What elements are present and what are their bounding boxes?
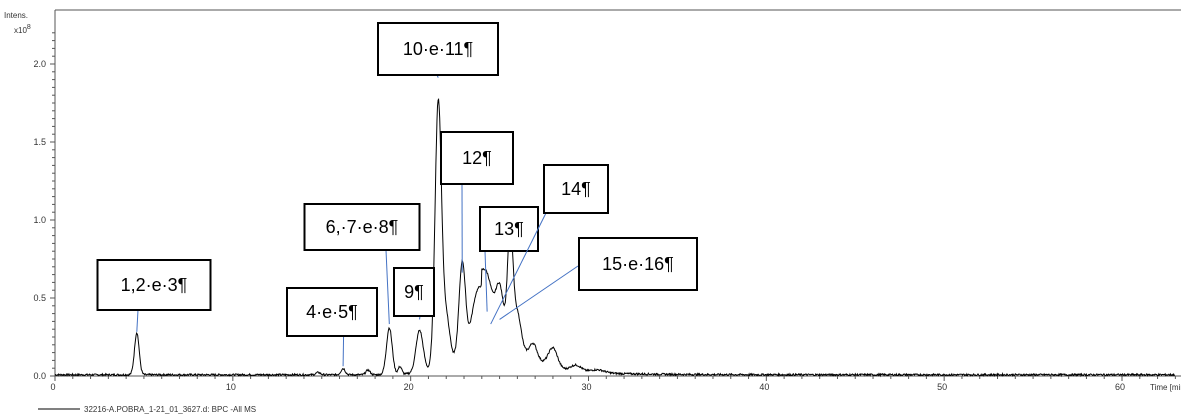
callout-box <box>578 237 698 291</box>
peak-label: 1,2·e·3¶ <box>121 275 188 295</box>
callout-box <box>303 203 421 251</box>
callout-line <box>484 250 488 312</box>
peak-callouts: 1,2·e·3¶ 4·e·5¶ 6,·7·e·8¶ 9¶ 10·e·11¶ 12¶ 13¶ 1… <box>96 22 698 367</box>
callout-line <box>499 265 579 320</box>
x-tick-label: 60 <box>1115 382 1125 392</box>
x-tick-label: 40 <box>759 382 769 392</box>
callout-line <box>385 249 390 325</box>
x-tick-label: 30 <box>581 382 591 392</box>
callout-box <box>96 259 212 311</box>
peak-label: 6,·7·e·8¶ <box>326 217 399 237</box>
legend-label: 32216-A.POBRA_1-21_01_3627.d: BPC -All M… <box>84 405 256 414</box>
y-tick-label: 2.0 <box>33 59 46 69</box>
peak-label: 4·e·5¶ <box>306 302 358 322</box>
callout-box <box>543 164 609 214</box>
peak-label: 12¶ <box>462 148 492 168</box>
y-tick-label: 0.0 <box>33 371 46 381</box>
axes-layer: 0 10 20 30 40 50 60 Time [min] 0.0 0.5 1.0 1.5 2.0 <box>33 9 1181 392</box>
x-tick-label: 0 <box>50 382 55 392</box>
bpc-trace <box>54 97 1175 378</box>
callout-line <box>490 212 547 325</box>
y-tick-label: 0.5 <box>33 293 46 303</box>
legend: 32216-A.POBRA_1-21_01_3627.d: BPC -All M… <box>38 405 256 414</box>
peak-label: 13¶ <box>494 219 524 239</box>
y-tick-label: 1.0 <box>33 215 46 225</box>
callout-box <box>440 131 514 185</box>
peak-label: 10·e·11¶ <box>403 39 473 59</box>
y-tick-label: 1.5 <box>33 137 46 147</box>
x-tick-label: 50 <box>937 382 947 392</box>
callout-box <box>286 287 378 337</box>
y-axis-label-scale: x108 <box>14 24 31 35</box>
y-axis-label: Intens. x108 <box>4 11 31 35</box>
y-axis-label-intens: Intens. <box>4 11 28 20</box>
x-tick-label: 10 <box>226 382 236 392</box>
x-axis-label: Time [min] <box>1150 383 1181 392</box>
callout-box <box>377 22 499 76</box>
peak-label: 15·e·16¶ <box>602 254 674 274</box>
peak-label: 9¶ <box>404 282 424 302</box>
callout-line <box>136 309 139 332</box>
callout-box <box>479 206 539 252</box>
x-tick-label: 20 <box>404 382 414 392</box>
peak-label: 14¶ <box>561 179 591 199</box>
callout-box <box>393 267 435 317</box>
